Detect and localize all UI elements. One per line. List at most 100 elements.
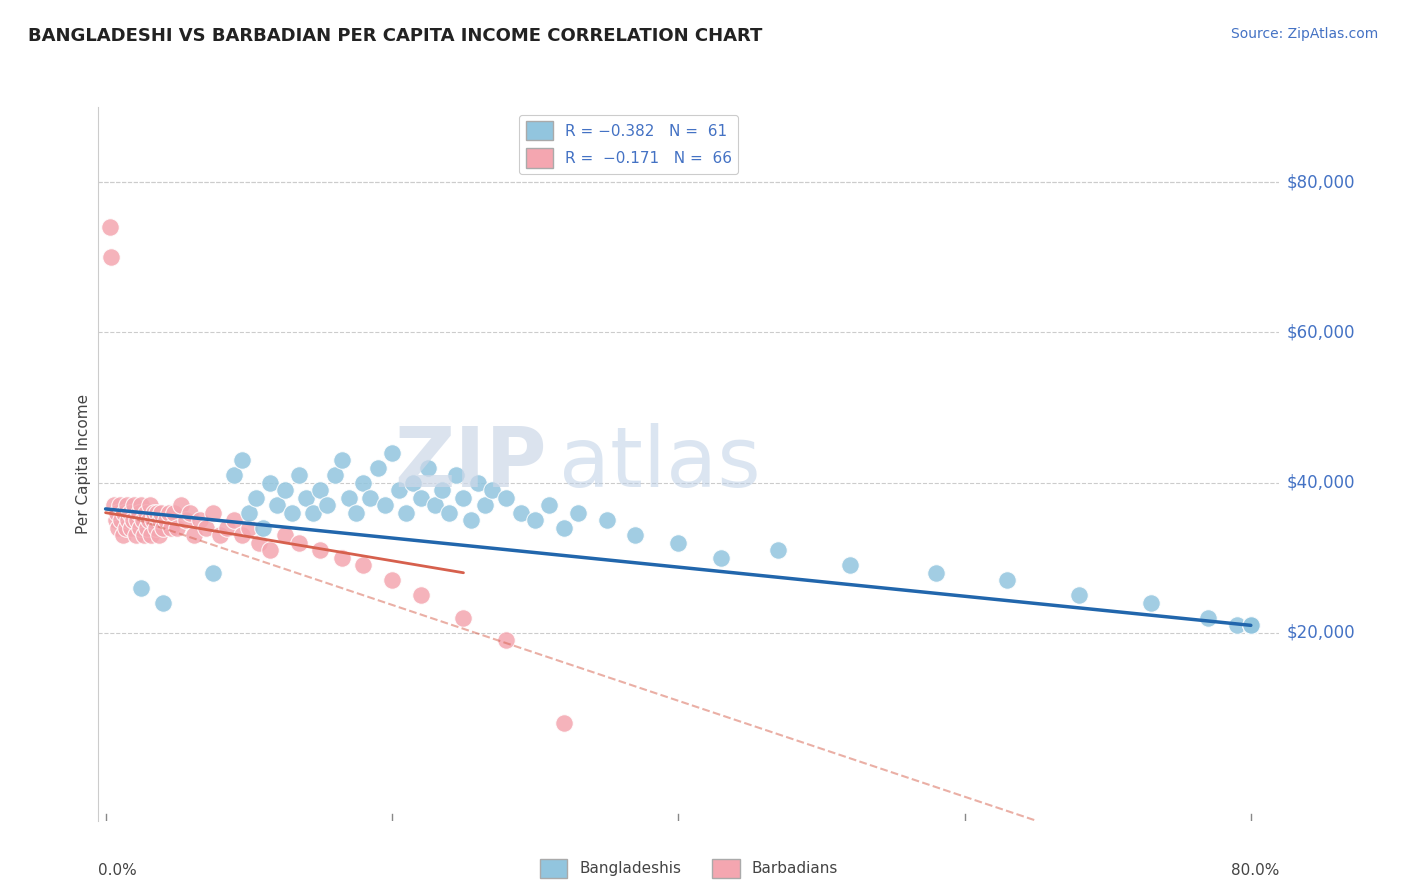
Point: [374, 498, 396, 512]
Point: [131, 498, 153, 512]
Point: [155, 513, 177, 527]
Point: [453, 611, 475, 625]
Point: [245, 491, 267, 505]
Text: 0.0%: 0.0%: [98, 863, 138, 879]
Point: [138, 513, 160, 527]
Point: [107, 521, 129, 535]
Point: [166, 521, 188, 535]
Point: [194, 521, 217, 535]
Text: atlas: atlas: [560, 424, 761, 504]
Point: [129, 521, 152, 535]
Point: [238, 506, 260, 520]
Point: [1139, 596, 1161, 610]
Point: [538, 498, 561, 512]
Point: [352, 475, 374, 490]
Point: [217, 521, 239, 535]
Point: [148, 528, 170, 542]
Point: [997, 574, 1019, 588]
Point: [135, 506, 157, 520]
Point: [209, 528, 232, 542]
Point: [170, 498, 193, 512]
Point: [381, 445, 404, 459]
Point: [495, 633, 517, 648]
Point: [273, 528, 295, 542]
Point: [118, 506, 141, 520]
Point: [224, 468, 246, 483]
Text: 80.0%: 80.0%: [1232, 863, 1279, 879]
Point: [295, 491, 318, 505]
Point: [474, 498, 496, 512]
Text: $60,000: $60,000: [1286, 324, 1355, 342]
Point: [114, 521, 136, 535]
Point: [122, 498, 145, 512]
Text: $40,000: $40,000: [1286, 474, 1355, 491]
Point: [453, 491, 475, 505]
Point: [201, 566, 224, 580]
Point: [1240, 618, 1263, 632]
Point: [145, 521, 167, 535]
Point: [509, 506, 531, 520]
Point: [402, 475, 425, 490]
Point: [381, 574, 404, 588]
Point: [124, 528, 146, 542]
Point: [163, 506, 186, 520]
Point: [288, 535, 311, 549]
Point: [352, 558, 374, 573]
Point: [624, 528, 647, 542]
Point: [174, 513, 197, 527]
Point: [710, 550, 733, 565]
Point: [1240, 618, 1263, 632]
Point: [273, 483, 295, 497]
Point: [224, 513, 246, 527]
Legend: Bangladeshis, Barbadians: Bangladeshis, Barbadians: [534, 853, 844, 884]
Point: [134, 528, 156, 542]
Point: [157, 506, 180, 520]
Point: [481, 483, 503, 497]
Point: [553, 716, 575, 731]
Point: [302, 506, 325, 520]
Point: [183, 528, 205, 542]
Point: [330, 453, 353, 467]
Point: [460, 513, 482, 527]
Point: [152, 521, 174, 535]
Text: $20,000: $20,000: [1286, 624, 1355, 642]
Point: [316, 498, 339, 512]
Text: Source: ZipAtlas.com: Source: ZipAtlas.com: [1230, 27, 1378, 41]
Point: [143, 506, 166, 520]
Point: [423, 498, 446, 512]
Point: [367, 460, 389, 475]
Point: [467, 475, 489, 490]
Point: [259, 543, 281, 558]
Point: [330, 550, 353, 565]
Point: [495, 491, 517, 505]
Point: [160, 521, 183, 535]
Point: [108, 498, 131, 512]
Point: [839, 558, 862, 573]
Point: [388, 483, 411, 497]
Point: [238, 521, 260, 535]
Point: [288, 468, 311, 483]
Point: [142, 513, 165, 527]
Point: [446, 468, 468, 483]
Point: [430, 483, 453, 497]
Point: [100, 250, 122, 264]
Point: [103, 498, 125, 512]
Point: [139, 498, 162, 512]
Point: [567, 506, 589, 520]
Point: [132, 513, 155, 527]
Point: [1067, 588, 1090, 602]
Point: [120, 521, 142, 535]
Point: [280, 506, 302, 520]
Point: [149, 513, 172, 527]
Point: [409, 491, 432, 505]
Point: [201, 506, 224, 520]
Point: [666, 535, 689, 549]
Point: [105, 506, 128, 520]
Point: [252, 521, 274, 535]
Point: [179, 506, 201, 520]
Point: [323, 468, 346, 483]
Point: [117, 513, 139, 527]
Point: [231, 528, 253, 542]
Text: ZIP: ZIP: [395, 424, 547, 504]
Point: [553, 521, 575, 535]
